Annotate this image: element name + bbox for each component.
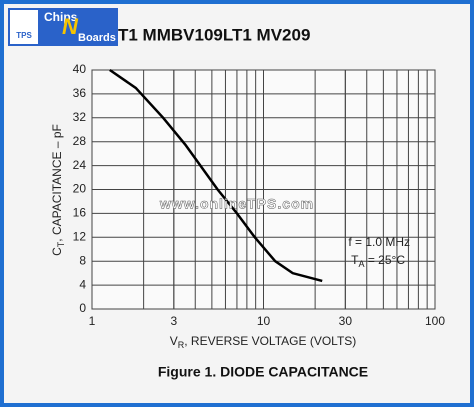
chart-title: T1 MMBV109LT1 MV209 [118, 25, 310, 44]
line-series [109, 68, 323, 283]
x-tick-label: 3 [170, 314, 177, 328]
y-tick-label: 4 [79, 277, 86, 291]
x-tick-label: 10 [257, 314, 271, 328]
y-tick-label: 12 [73, 229, 87, 243]
logo-middle: N [62, 14, 79, 39]
y-tick-label: 32 [73, 110, 87, 124]
logo-bottom: Boards [78, 32, 116, 44]
annotation: f = 1.0 MHz [348, 235, 410, 249]
y-tick-label: 16 [73, 206, 87, 220]
x-tick-label: 30 [339, 314, 353, 328]
logo-badge-box [10, 10, 38, 44]
logo-badge: TPS [16, 31, 32, 40]
x-axis-label: VR, REVERSE VOLTAGE (VOLTS) [170, 334, 357, 350]
y-axis-label: CT, CAPACITANCE – pF [50, 124, 66, 256]
y-tick-label: 36 [73, 86, 87, 100]
x-tick-label: 1 [89, 314, 96, 328]
y-tick-label: 0 [79, 301, 86, 315]
logo: TPS Chips N Boards [8, 8, 118, 46]
x-tick-label: 100 [425, 314, 445, 328]
plot-area: 0 4 8 12 16 20 24 28 32 36 40 1 3 10 30 100 f = 1.0 MHz T… [73, 62, 446, 328]
annotation: TA = 25°C [351, 253, 405, 269]
watermark: www.onlineTPS.com [159, 196, 314, 212]
y-tick-label: 20 [73, 182, 87, 196]
y-tick-label: 8 [79, 253, 86, 267]
logo-top: Chips [44, 10, 78, 24]
y-tick-label: 24 [73, 158, 87, 172]
caption: Figure 1. DIODE CAPACITANCE [158, 364, 368, 380]
y-tick-label: 40 [73, 62, 87, 76]
y-tick-label: 28 [73, 134, 87, 148]
